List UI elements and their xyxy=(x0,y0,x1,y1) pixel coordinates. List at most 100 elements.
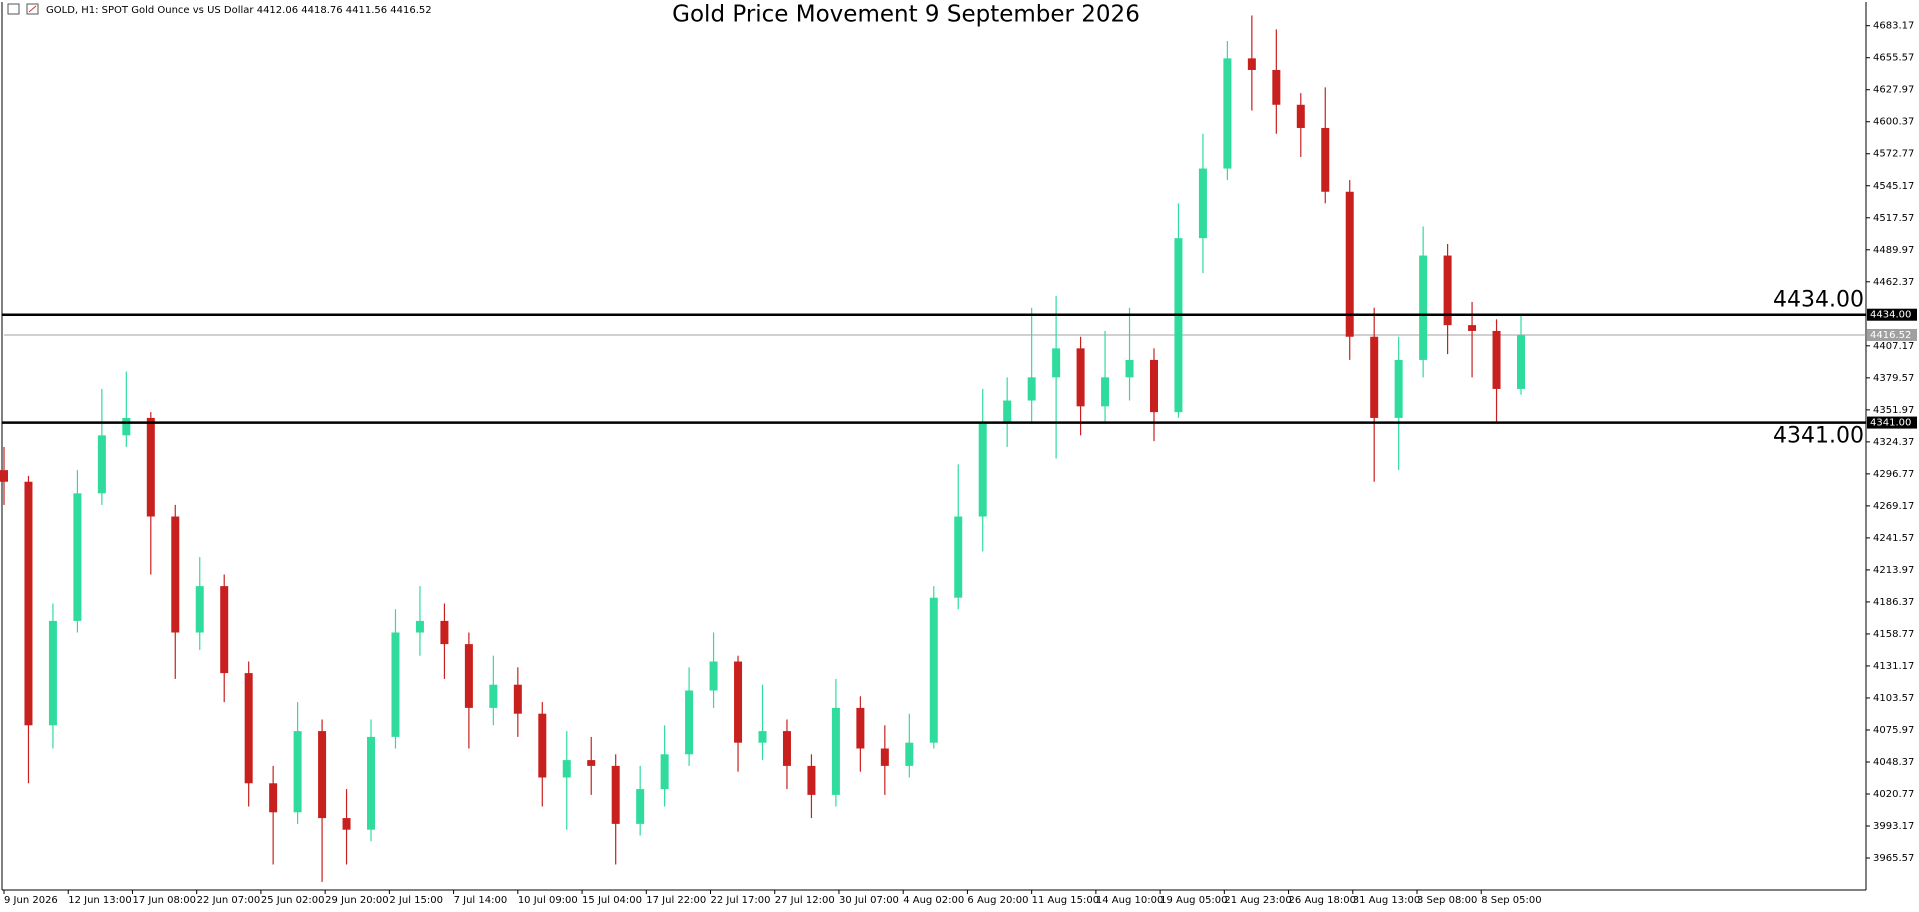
candle-body xyxy=(171,516,180,633)
x-tick-label: 3 Sep 08:00 xyxy=(1417,895,1477,906)
candle-body xyxy=(1394,359,1403,418)
y-tick-label: 3965.57 xyxy=(1873,853,1914,864)
candle-body xyxy=(660,754,669,790)
level-tag-label: 4341.00 xyxy=(1870,418,1911,429)
candle-body xyxy=(1101,377,1110,407)
candle-body xyxy=(391,632,400,737)
candle-body xyxy=(220,586,229,674)
candle-body xyxy=(880,748,889,766)
y-tick-label: 4048.37 xyxy=(1873,757,1914,768)
candle-body xyxy=(1003,400,1012,424)
y-tick-label: 4186.37 xyxy=(1873,597,1914,608)
x-tick-label: 10 Jul 09:00 xyxy=(518,895,578,906)
level-label: 4341.00 xyxy=(1773,424,1864,449)
y-tick-label: 4075.97 xyxy=(1873,725,1914,736)
x-tick-label: 11 Aug 15:00 xyxy=(1032,895,1099,906)
candle-body xyxy=(685,690,694,755)
x-tick-label: 25 Jun 02:00 xyxy=(261,895,325,906)
y-tick-label: 4462.37 xyxy=(1873,277,1914,288)
candle-body xyxy=(929,597,938,743)
candle-body xyxy=(48,620,57,726)
y-tick-label: 4324.37 xyxy=(1873,437,1914,448)
y-tick-label: 4489.97 xyxy=(1873,245,1914,256)
y-tick-label: 4213.97 xyxy=(1873,565,1914,576)
candle-body xyxy=(489,684,498,708)
candle-body xyxy=(367,736,376,830)
candle-body xyxy=(342,818,351,830)
header-icons xyxy=(7,3,39,15)
candle-body xyxy=(709,661,718,691)
candle-body xyxy=(1223,58,1232,169)
candle-body xyxy=(464,644,473,708)
candle-body xyxy=(1296,104,1305,128)
candle-body xyxy=(807,765,816,795)
candle-body xyxy=(856,707,865,749)
bid-tag-label: 4416.52 xyxy=(1870,330,1911,341)
chart-title: Gold Price Movement 9 September 2026 xyxy=(672,2,1140,28)
candle-body xyxy=(1517,334,1526,389)
candle-body xyxy=(1419,255,1428,360)
x-tick-label: 31 Aug 13:00 xyxy=(1353,895,1420,906)
candle-body xyxy=(415,620,424,633)
level-tag xyxy=(1867,308,1917,321)
x-tick-label: 15 Jul 04:00 xyxy=(582,895,642,906)
candle-body xyxy=(244,673,253,784)
candle-body xyxy=(782,731,791,766)
candle-body xyxy=(587,760,596,766)
candle-body xyxy=(122,417,131,436)
candle-body xyxy=(24,481,33,726)
x-tick-label: 26 Aug 18:00 xyxy=(1289,895,1356,906)
y-tick-label: 4379.57 xyxy=(1873,373,1914,384)
header-info: GOLD, H1: SPOT Gold Ounce vs US Dollar 4… xyxy=(46,5,432,16)
candle-body xyxy=(1321,127,1330,192)
x-tick-label: 7 Jul 14:00 xyxy=(454,895,508,906)
candle-body xyxy=(734,661,743,743)
y-tick-label: 4517.57 xyxy=(1873,213,1914,224)
candle-body xyxy=(318,731,327,819)
candle-body xyxy=(831,707,840,795)
level-tag xyxy=(1867,416,1917,429)
y-tick-label: 4407.17 xyxy=(1873,341,1914,352)
x-tick-label: 9 Jun 2026 xyxy=(4,895,58,906)
candle-body xyxy=(905,742,914,766)
x-tick-label: 8 Sep 05:00 xyxy=(1481,895,1541,906)
candle-body xyxy=(97,435,106,494)
candle-body xyxy=(1345,191,1354,337)
bid-tag xyxy=(1867,328,1917,341)
y-tick-label: 4296.77 xyxy=(1873,469,1914,480)
candle-body xyxy=(611,765,620,824)
candle-body xyxy=(1492,330,1501,389)
candle-body xyxy=(73,493,82,621)
candle-body xyxy=(978,423,987,517)
candle-body xyxy=(293,731,302,813)
y-tick-label: 4600.37 xyxy=(1873,117,1914,128)
x-tick-label: 27 Jul 12:00 xyxy=(775,895,835,906)
candle-body xyxy=(513,684,522,714)
candle-body xyxy=(1272,69,1281,105)
y-tick-label: 4545.17 xyxy=(1873,181,1914,192)
candle-body xyxy=(146,417,155,517)
x-tick-label: 22 Jul 17:00 xyxy=(711,895,771,906)
x-tick-label: 19 Aug 05:00 xyxy=(1160,895,1227,906)
candle-body xyxy=(269,783,278,813)
y-tick-label: 4269.17 xyxy=(1873,501,1914,512)
x-tick-label: 2 Jul 15:00 xyxy=(389,895,443,906)
x-tick-label: 12 Jun 13:00 xyxy=(68,895,132,906)
y-tick-label: 4131.17 xyxy=(1873,661,1914,672)
x-tick-label: 17 Jul 22:00 xyxy=(646,895,706,906)
y-tick-label: 4627.97 xyxy=(1873,85,1914,96)
x-tick-label: 30 Jul 07:00 xyxy=(839,895,899,906)
candle-body xyxy=(1174,238,1183,413)
x-tick-label: 14 Aug 10:00 xyxy=(1096,895,1163,906)
candle-body xyxy=(636,789,645,824)
candle-body xyxy=(954,516,963,598)
y-tick-label: 3993.17 xyxy=(1873,821,1914,832)
y-tick-label: 4572.77 xyxy=(1873,149,1914,160)
y-tick-label: 4351.97 xyxy=(1873,405,1914,416)
x-tick-label: 4 Aug 02:00 xyxy=(903,895,964,906)
candle-body xyxy=(538,713,547,778)
y-tick-label: 4020.77 xyxy=(1873,789,1914,800)
candle-body xyxy=(1125,359,1134,378)
level-tag-label: 4434.00 xyxy=(1870,310,1911,321)
